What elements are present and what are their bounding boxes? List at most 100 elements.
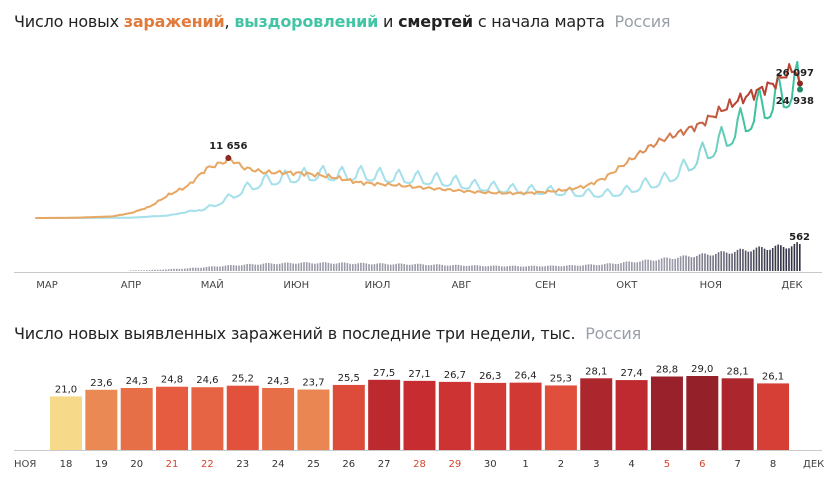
bar [332, 384, 365, 450]
death-bar [628, 261, 630, 271]
title-infections-word: заражений [123, 12, 225, 31]
bar-value-label: 24,3 [126, 376, 148, 387]
bar-value-label: 28,8 [656, 365, 678, 376]
death-bar [631, 261, 633, 271]
death-bar [506, 266, 508, 271]
death-bar [208, 266, 210, 271]
death-bar [417, 263, 419, 271]
recoveries-line [758, 87, 764, 104]
death-bar [465, 266, 468, 271]
death-bar [173, 268, 175, 271]
recoveries-line [411, 173, 417, 183]
bar-day-label: 23 [236, 459, 249, 470]
death-bar [213, 266, 216, 271]
death-bar [509, 265, 511, 271]
bar [757, 383, 789, 450]
death-bar [170, 268, 173, 271]
death-bar [498, 265, 500, 271]
recoveries-line [701, 141, 707, 151]
death-bar [295, 263, 297, 271]
death-bar [351, 264, 354, 271]
death-bar [785, 248, 788, 271]
death-bar [216, 266, 219, 271]
death-bar [541, 266, 544, 271]
death-bar [441, 264, 443, 271]
bar [262, 387, 295, 450]
bar-day-label: 7 [734, 459, 740, 470]
bar-value-label: 26,7 [444, 370, 466, 381]
death-bar [568, 265, 571, 271]
death-bar [728, 253, 731, 271]
bar-day-label: 5 [664, 459, 670, 470]
death-bar [576, 265, 579, 271]
bar-end-month-label: ДЕК [803, 459, 824, 470]
recoveries-line [696, 149, 701, 165]
death-bar [446, 265, 449, 271]
bar [544, 385, 577, 450]
death-bar [731, 253, 733, 271]
death-bar [322, 262, 324, 271]
bar-day-label: 18 [60, 459, 73, 470]
death-bar [490, 265, 492, 271]
death-bar [549, 265, 552, 271]
recoveries-line [322, 164, 327, 174]
deaths-bars [129, 242, 801, 271]
daily-cases-line-chart: МАР АПР МАЙ ИЮН ИЮЛ АВГ СЕН ОКТ НОЯ ДЕК 11 656 26 0… [14, 61, 822, 291]
death-bar [552, 265, 555, 271]
death-bar [500, 266, 503, 271]
bar-value-label: 27,1 [408, 369, 430, 380]
death-bar [782, 247, 785, 271]
bar-day-label: 30 [484, 459, 497, 470]
death-bar [663, 257, 666, 271]
bar [615, 380, 648, 450]
death-bar [333, 263, 335, 271]
death-bar [476, 265, 479, 271]
infections-line [693, 123, 699, 133]
death-bar [788, 248, 790, 271]
death-bar [319, 262, 322, 271]
recoveries-line [454, 174, 460, 183]
death-bar [742, 249, 744, 271]
death-bar [273, 263, 276, 271]
death-bar [230, 264, 232, 271]
recoveries-line [677, 165, 682, 177]
death-bar [720, 251, 723, 271]
recoveries-line [790, 72, 796, 100]
death-bar [251, 264, 254, 271]
recoveries-line [430, 175, 436, 184]
death-bar [587, 264, 590, 271]
peak-marker [225, 154, 232, 161]
death-bar [433, 264, 435, 271]
death-bar [538, 266, 541, 271]
bar-value-label: 25,5 [338, 373, 360, 384]
x-tick-label: ИЮЛ [365, 280, 391, 291]
death-bar [425, 265, 427, 271]
bar [580, 378, 613, 450]
death-bar [167, 269, 170, 271]
recoveries-line [739, 107, 745, 120]
death-bar [354, 263, 357, 271]
death-bar [492, 265, 495, 271]
recoveries-line [715, 135, 720, 153]
recoveries-line [392, 172, 398, 182]
death-bar [603, 263, 606, 271]
bar-day-label: 20 [130, 459, 143, 470]
death-bar [457, 264, 460, 271]
death-bar [511, 265, 514, 271]
death-bar [194, 267, 197, 271]
x-tick-label: МАЙ [201, 278, 224, 291]
bar-day-label: 28 [413, 459, 426, 470]
recoveries-line [769, 108, 774, 118]
death-bar [392, 264, 395, 271]
death-bar [316, 263, 319, 271]
death-bar [200, 267, 202, 271]
bar-day-label: 19 [95, 459, 108, 470]
death-bar [341, 262, 343, 271]
infections-line [202, 166, 208, 175]
death-bar [658, 259, 660, 271]
death-bar [227, 265, 229, 271]
death-bar [571, 265, 574, 271]
bar-day-label: 6 [699, 459, 705, 470]
death-bar [766, 249, 769, 271]
recoveries-line [771, 86, 777, 111]
